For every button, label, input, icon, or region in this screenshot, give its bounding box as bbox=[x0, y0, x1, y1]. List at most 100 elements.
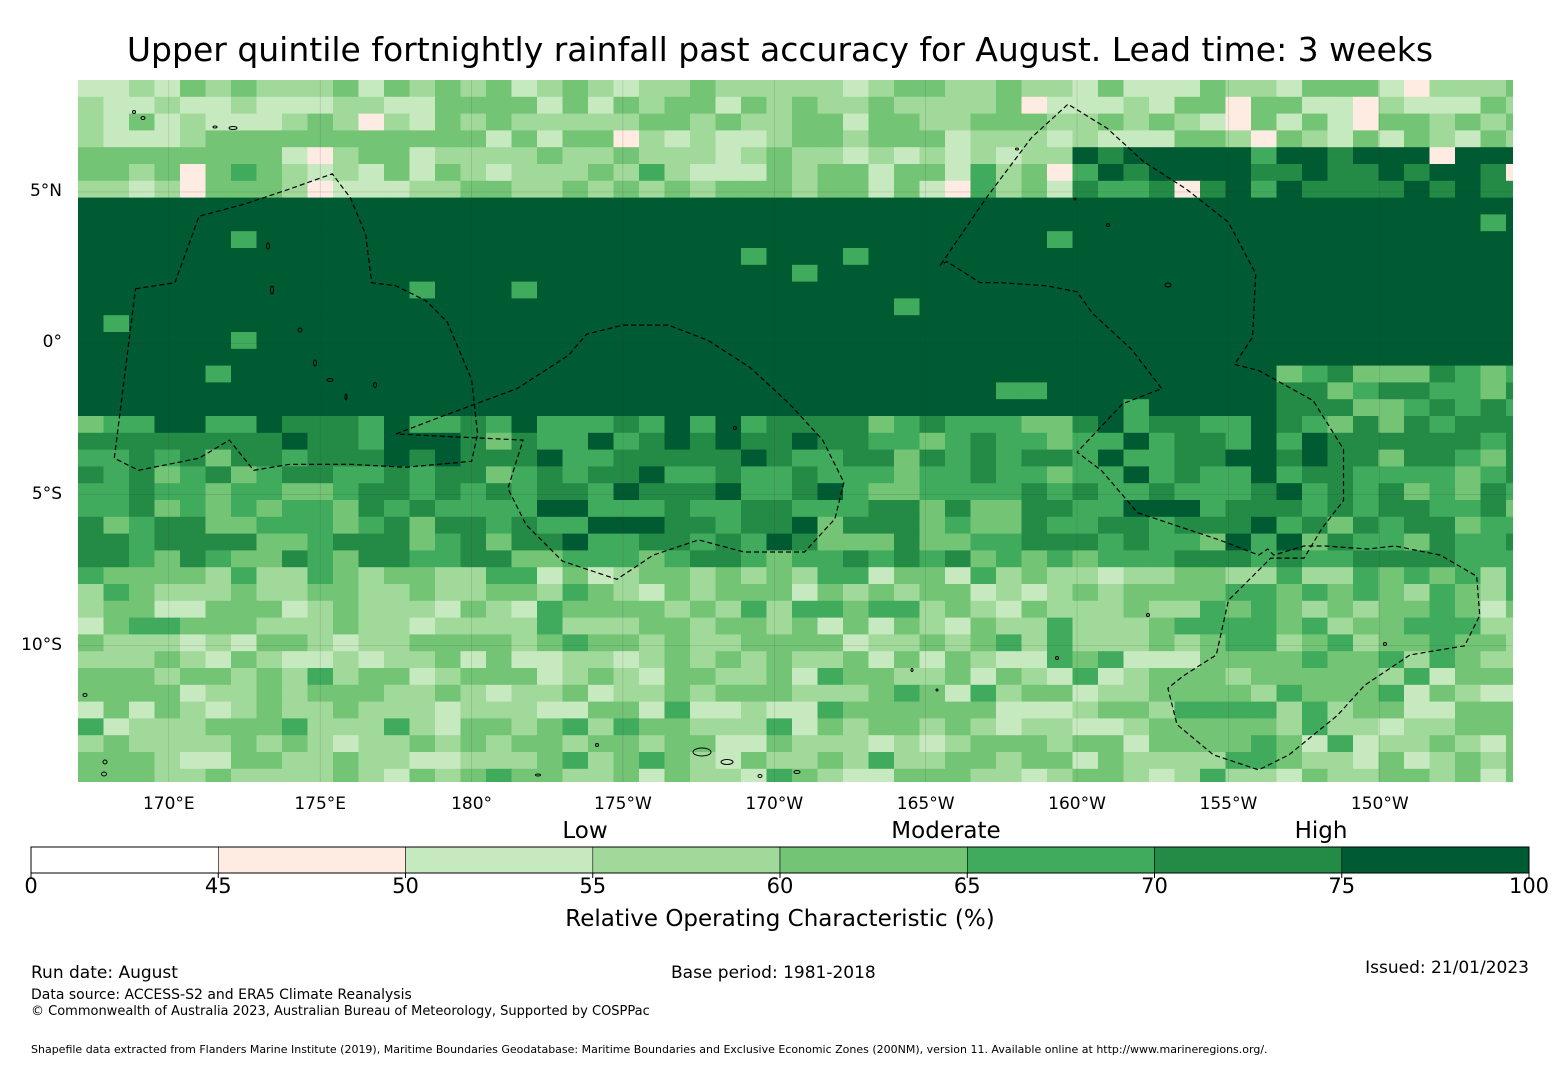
grid-cell bbox=[996, 584, 1023, 602]
grid-cell bbox=[1251, 264, 1278, 283]
grid-cell bbox=[843, 281, 870, 299]
grid-cell bbox=[1276, 600, 1303, 619]
grid-cell bbox=[1251, 197, 1278, 215]
grid-cell bbox=[1378, 718, 1405, 736]
grid-cell bbox=[1327, 80, 1354, 98]
grid-cell bbox=[180, 634, 207, 652]
grid-cell bbox=[1378, 516, 1405, 535]
grid-cell bbox=[894, 533, 921, 551]
grid-cell bbox=[1200, 348, 1227, 367]
grid-cell bbox=[1327, 701, 1354, 719]
grid-cell bbox=[1021, 567, 1048, 585]
grid-cell bbox=[1123, 718, 1150, 736]
grid-cell bbox=[1378, 634, 1405, 652]
grid-cell bbox=[180, 684, 207, 703]
grid-cell bbox=[919, 416, 946, 434]
grid-cell bbox=[1174, 113, 1201, 131]
grid-cell bbox=[894, 483, 921, 501]
grid-cell bbox=[307, 96, 334, 115]
grid-cell bbox=[307, 651, 334, 669]
grid-cell bbox=[1404, 651, 1431, 669]
grid-cell bbox=[970, 180, 997, 199]
grid-cell bbox=[435, 248, 462, 266]
grid-cell bbox=[1149, 298, 1176, 316]
grid-cell bbox=[231, 533, 258, 551]
grid-cell bbox=[1276, 584, 1303, 602]
grid-cell bbox=[511, 399, 538, 417]
grid-cell bbox=[333, 214, 360, 232]
island-outline bbox=[297, 327, 303, 333]
grid-cell bbox=[919, 281, 946, 299]
grid-cell bbox=[460, 264, 487, 283]
grid-cell bbox=[792, 617, 819, 635]
grid-cell bbox=[843, 147, 870, 165]
grid-cell bbox=[1021, 248, 1048, 266]
grid-cell bbox=[613, 197, 640, 215]
grid-cell bbox=[1455, 432, 1482, 451]
grid-cell bbox=[1251, 113, 1278, 131]
grid-cell bbox=[537, 600, 564, 619]
grid-cell bbox=[537, 533, 564, 551]
grid-cell bbox=[945, 483, 972, 501]
grid-cell bbox=[562, 668, 589, 686]
grid-cell bbox=[486, 483, 513, 501]
grid-cell bbox=[1455, 315, 1482, 333]
grid-cell bbox=[1276, 248, 1303, 266]
grid-cell bbox=[1225, 634, 1252, 652]
grid-cell bbox=[154, 281, 181, 299]
data-source: Data source: ACCESS-S2 and ERA5 Climate … bbox=[31, 987, 412, 1003]
grid-cell bbox=[1480, 567, 1507, 585]
grid-cell bbox=[358, 382, 385, 400]
grid-cell bbox=[766, 701, 793, 719]
grid-cell bbox=[996, 634, 1023, 652]
grid-cell bbox=[868, 550, 895, 568]
grid-cell bbox=[256, 449, 283, 467]
grid-cell bbox=[1506, 332, 1513, 350]
grid-cell bbox=[78, 96, 105, 115]
grid-cell bbox=[409, 600, 436, 619]
grid-cell bbox=[1200, 500, 1227, 518]
grid-cell bbox=[715, 248, 742, 266]
grid-cell bbox=[1353, 96, 1380, 115]
grid-cell bbox=[129, 214, 156, 232]
grid-cell bbox=[1123, 164, 1150, 182]
grid-cell bbox=[1455, 516, 1482, 535]
grid-cell bbox=[996, 96, 1023, 115]
grid-cell bbox=[1302, 735, 1329, 753]
grid-cell bbox=[1455, 416, 1482, 434]
grid-cell bbox=[1480, 500, 1507, 518]
grid-cell bbox=[817, 416, 844, 434]
grid-cell bbox=[1200, 248, 1227, 266]
grid-cell bbox=[1480, 365, 1507, 383]
grid-cell bbox=[1123, 432, 1150, 451]
grid-cell bbox=[103, 634, 130, 652]
grid-cell bbox=[996, 180, 1023, 199]
grid-cell bbox=[817, 197, 844, 215]
grid-cell bbox=[1149, 617, 1176, 635]
grid-cell bbox=[333, 752, 360, 770]
grid-cell bbox=[1021, 382, 1048, 400]
grid-cell bbox=[1506, 768, 1513, 782]
grid-cell bbox=[435, 701, 462, 719]
grid-cell bbox=[1200, 197, 1227, 215]
grid-cell bbox=[333, 483, 360, 501]
grid-cell bbox=[1072, 281, 1099, 299]
grid-cell bbox=[613, 264, 640, 283]
grid-cell bbox=[639, 147, 666, 165]
grid-cell bbox=[129, 147, 156, 165]
grid-cell bbox=[511, 533, 538, 551]
grid-cell bbox=[919, 516, 946, 535]
grid-cell bbox=[409, 483, 436, 501]
grid-cell bbox=[333, 567, 360, 585]
grid-cell bbox=[435, 180, 462, 199]
grid-cell bbox=[868, 466, 895, 484]
grid-cell bbox=[715, 96, 742, 115]
grid-cell bbox=[1480, 180, 1507, 199]
grid-cell bbox=[843, 500, 870, 518]
grid-cell bbox=[1302, 500, 1329, 518]
grid-cell bbox=[817, 113, 844, 131]
grid-cell bbox=[1353, 768, 1380, 782]
grid-cell bbox=[435, 147, 462, 165]
grid-cell bbox=[562, 130, 589, 148]
grid-cell bbox=[1149, 701, 1176, 719]
